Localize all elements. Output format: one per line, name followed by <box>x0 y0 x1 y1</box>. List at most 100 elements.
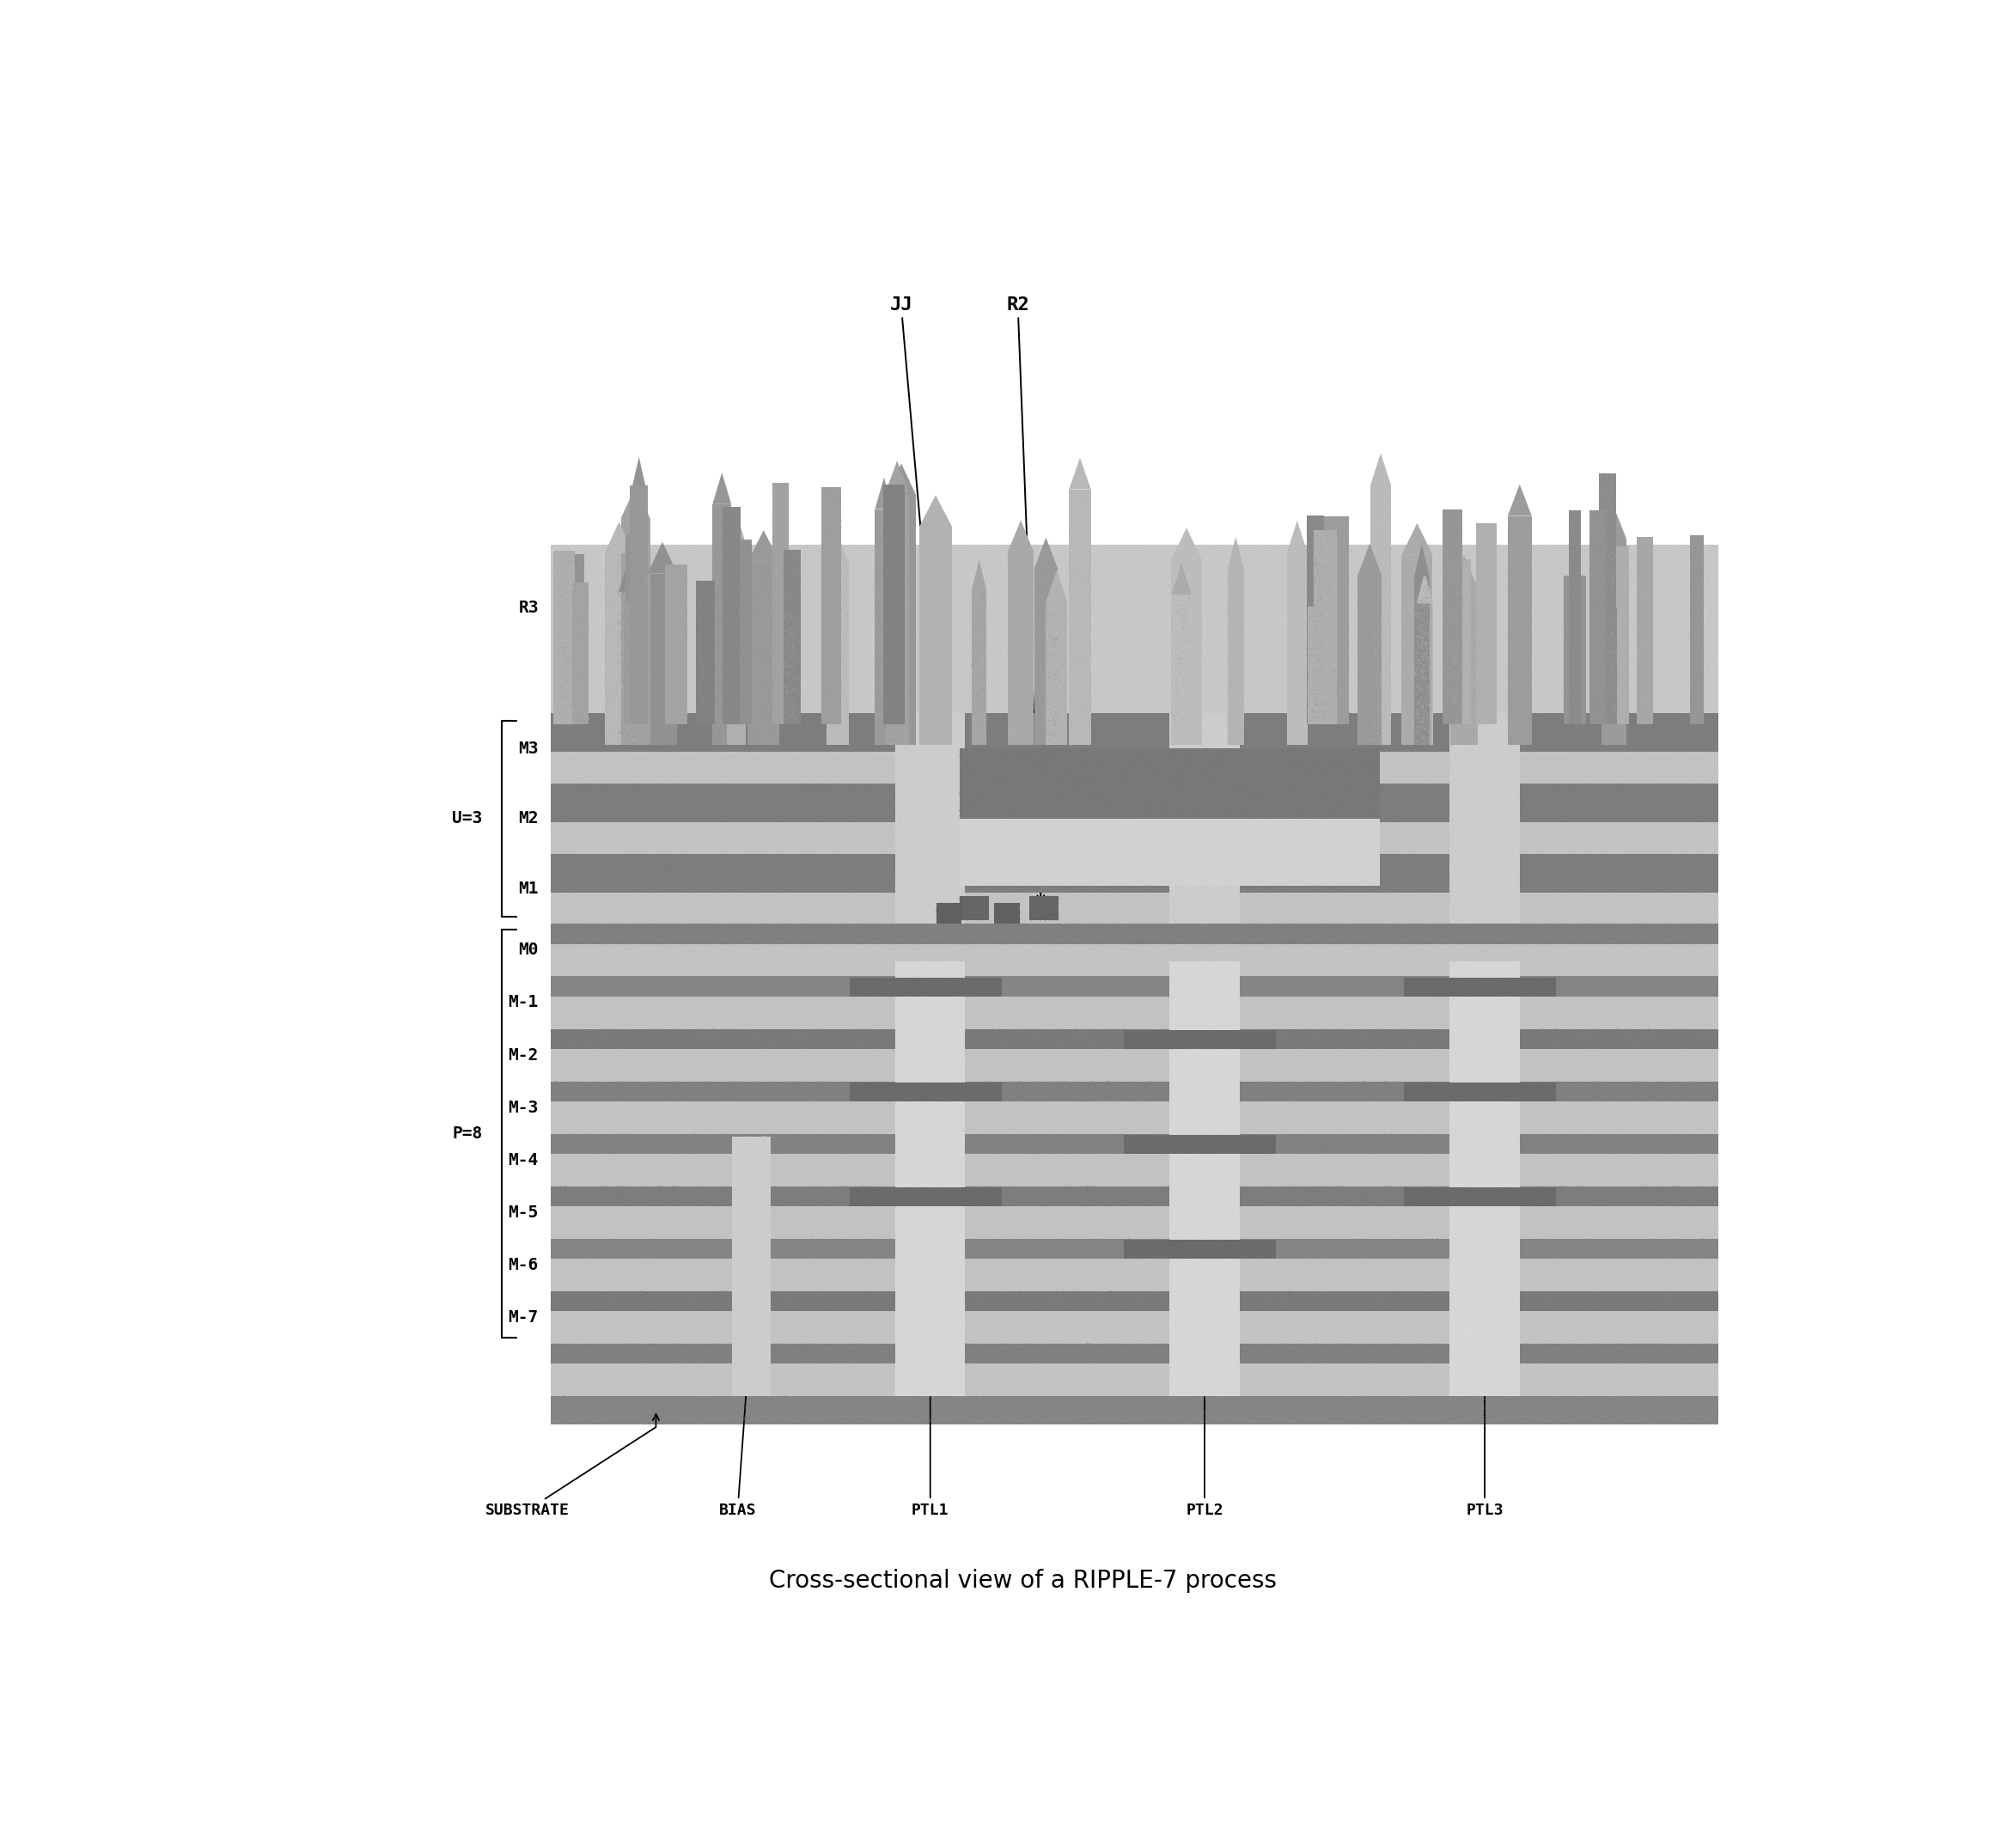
Point <box>1309 911 1341 941</box>
Point <box>616 1190 648 1220</box>
Point <box>1353 730 1385 760</box>
Point <box>1197 1373 1229 1403</box>
Point <box>928 1081 960 1111</box>
Point <box>1496 784 1528 813</box>
Point <box>589 1386 620 1416</box>
Point <box>960 1018 992 1048</box>
Point <box>1498 1284 1530 1314</box>
Point <box>1309 976 1341 1005</box>
Point <box>822 1133 854 1162</box>
Point <box>1175 806 1207 835</box>
Point <box>1456 1185 1488 1214</box>
Point <box>1602 865 1634 894</box>
Point <box>1349 1055 1381 1085</box>
Point <box>750 1125 782 1155</box>
Point <box>1055 686 1087 715</box>
Point <box>962 745 994 774</box>
Point <box>1271 976 1303 1005</box>
Point <box>1075 822 1107 852</box>
Point <box>696 593 728 623</box>
Point <box>1450 639 1482 669</box>
Point <box>720 1027 752 1057</box>
Point <box>718 1240 750 1270</box>
Point <box>956 700 988 730</box>
Point <box>1498 1279 1530 1308</box>
Point <box>1400 680 1432 710</box>
Point <box>780 541 812 571</box>
Point <box>1163 950 1195 979</box>
Point <box>882 1240 914 1270</box>
Point <box>810 776 842 806</box>
Point <box>1508 1183 1540 1212</box>
Point <box>1179 1229 1211 1258</box>
Point <box>1165 991 1197 1020</box>
Point <box>1179 1068 1211 1098</box>
Point <box>1408 976 1440 1005</box>
Point <box>1179 791 1211 821</box>
Point <box>569 904 600 933</box>
Point <box>1526 1162 1558 1192</box>
Point <box>1223 556 1255 586</box>
Point <box>882 732 914 761</box>
Point <box>1682 606 1714 636</box>
Point <box>722 1279 754 1308</box>
Point <box>1492 1234 1524 1264</box>
Point <box>1167 1377 1199 1406</box>
Point <box>1616 1225 1648 1255</box>
Point <box>702 1087 734 1116</box>
Point <box>1063 760 1095 789</box>
Point <box>900 1358 932 1388</box>
Point <box>1584 684 1616 713</box>
Point <box>1299 523 1331 553</box>
Point <box>1538 955 1570 985</box>
Point <box>1670 965 1702 994</box>
Point <box>1141 870 1173 900</box>
Point <box>876 586 908 615</box>
Point <box>1478 1177 1510 1207</box>
Point <box>698 591 730 621</box>
Text: P=8: P=8 <box>453 1125 483 1142</box>
Point <box>1450 917 1482 946</box>
Point <box>1033 745 1065 774</box>
Point <box>754 1229 786 1258</box>
Point <box>706 614 738 643</box>
Point <box>1698 706 1730 736</box>
Point <box>914 1299 946 1329</box>
Point <box>1301 1172 1333 1201</box>
Point <box>678 1290 710 1319</box>
Point <box>990 841 1021 870</box>
Point <box>886 721 918 750</box>
Point <box>872 510 904 540</box>
Point <box>1448 1033 1480 1063</box>
Point <box>1680 1015 1712 1044</box>
Point <box>968 656 999 686</box>
Point <box>690 652 722 682</box>
Point <box>742 1144 774 1173</box>
Point <box>1650 974 1682 1003</box>
Point <box>958 1314 990 1343</box>
Point <box>1506 1173 1538 1203</box>
Point <box>1522 1314 1554 1343</box>
Point <box>593 963 624 992</box>
Point <box>836 737 868 767</box>
Point <box>1105 974 1137 1003</box>
Point <box>1201 1098 1233 1127</box>
Point <box>1219 612 1251 641</box>
Point <box>808 869 840 898</box>
Point <box>1690 1343 1722 1373</box>
Point <box>1141 1345 1173 1375</box>
Point <box>1676 1236 1708 1266</box>
Point <box>1369 776 1400 806</box>
Point <box>930 1277 962 1307</box>
Point <box>610 577 642 606</box>
Point <box>1466 1015 1498 1044</box>
Point <box>1003 1059 1035 1088</box>
Point <box>1522 900 1554 930</box>
Point <box>894 979 926 1009</box>
Point <box>589 717 620 747</box>
Point <box>628 582 660 612</box>
Point <box>882 848 914 878</box>
Point <box>999 617 1031 647</box>
Point <box>1482 780 1514 809</box>
Point <box>1570 713 1602 743</box>
